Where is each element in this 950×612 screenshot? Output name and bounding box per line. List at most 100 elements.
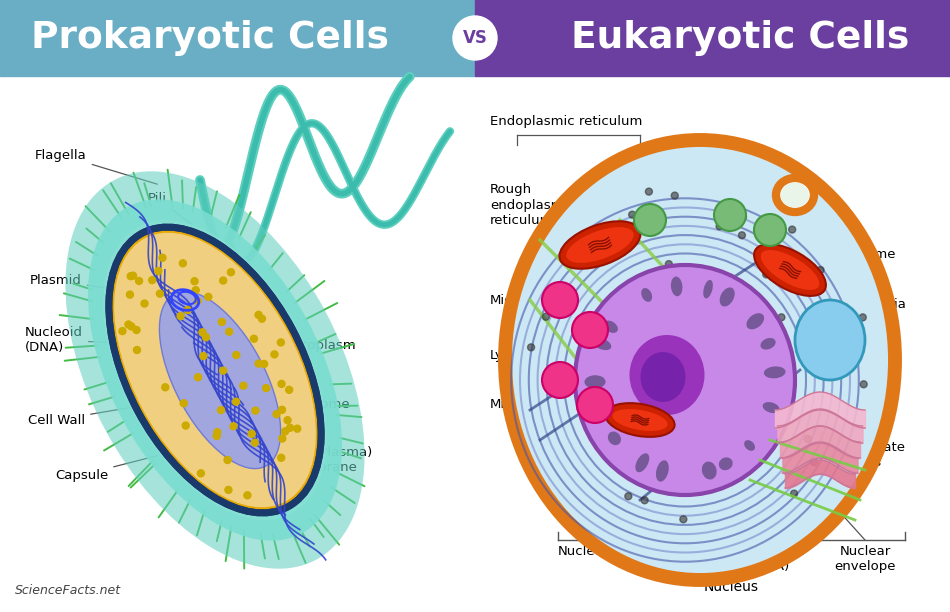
Circle shape (294, 425, 301, 432)
Circle shape (652, 425, 659, 433)
Circle shape (273, 411, 280, 417)
Circle shape (739, 214, 747, 220)
Circle shape (202, 334, 210, 341)
Circle shape (218, 318, 225, 326)
Ellipse shape (160, 291, 280, 469)
Ellipse shape (112, 231, 317, 509)
Circle shape (224, 457, 231, 463)
Circle shape (672, 431, 678, 438)
Text: Nuclear
envelope: Nuclear envelope (834, 545, 896, 573)
Circle shape (716, 223, 723, 230)
Text: Flagella: Flagella (35, 149, 158, 184)
Circle shape (634, 204, 666, 236)
Circle shape (218, 406, 224, 414)
Text: Peroxisome: Peroxisome (768, 231, 897, 261)
Circle shape (625, 493, 632, 500)
Circle shape (157, 290, 163, 297)
Circle shape (287, 424, 294, 431)
Ellipse shape (760, 338, 775, 349)
Circle shape (277, 339, 284, 346)
Circle shape (645, 188, 653, 195)
Circle shape (662, 337, 669, 344)
Circle shape (194, 297, 201, 304)
Circle shape (251, 335, 257, 342)
Circle shape (804, 263, 810, 271)
Circle shape (258, 315, 265, 322)
Circle shape (182, 422, 189, 429)
Circle shape (248, 430, 256, 438)
Ellipse shape (747, 313, 764, 329)
Circle shape (192, 286, 200, 294)
Ellipse shape (613, 409, 668, 431)
Circle shape (180, 400, 187, 407)
Text: Eukaryotic Cells: Eukaryotic Cells (571, 20, 909, 56)
Circle shape (198, 470, 204, 477)
Text: Intermediate
filaments: Intermediate filaments (770, 441, 906, 469)
Circle shape (278, 406, 286, 413)
Circle shape (803, 357, 809, 364)
Text: Prokaryotic Cells: Prokaryotic Cells (31, 20, 389, 56)
Ellipse shape (719, 457, 732, 470)
Text: VS: VS (463, 29, 487, 47)
Circle shape (159, 255, 166, 261)
Circle shape (778, 314, 785, 321)
Circle shape (810, 458, 818, 466)
Circle shape (225, 487, 232, 493)
Circle shape (860, 381, 867, 388)
Circle shape (633, 220, 640, 228)
Circle shape (572, 312, 608, 348)
Circle shape (788, 226, 796, 233)
Circle shape (230, 423, 237, 430)
Ellipse shape (702, 461, 716, 479)
Circle shape (277, 454, 285, 461)
Ellipse shape (641, 288, 652, 302)
Circle shape (252, 407, 259, 414)
Circle shape (760, 351, 767, 358)
Bar (0, 0, 475, 76)
Ellipse shape (593, 338, 611, 350)
Circle shape (859, 314, 866, 321)
Circle shape (730, 222, 737, 228)
Circle shape (191, 278, 198, 285)
Circle shape (200, 353, 207, 360)
Ellipse shape (66, 171, 365, 569)
Circle shape (687, 449, 694, 456)
Text: Smooth
endoplasmic
reticulum: Smooth endoplasmic reticulum (600, 184, 685, 237)
Circle shape (669, 384, 675, 390)
Text: Nucleoid
(DNA): Nucleoid (DNA) (25, 326, 162, 354)
Text: Nucleolus: Nucleolus (558, 545, 622, 558)
Circle shape (125, 321, 132, 328)
Circle shape (127, 273, 134, 280)
Ellipse shape (754, 244, 826, 296)
Circle shape (702, 378, 710, 384)
Circle shape (136, 277, 142, 285)
Ellipse shape (608, 431, 621, 445)
Circle shape (754, 214, 786, 246)
Ellipse shape (744, 440, 755, 451)
Ellipse shape (605, 403, 674, 437)
Circle shape (549, 297, 557, 304)
Circle shape (126, 291, 133, 298)
Circle shape (213, 433, 220, 439)
Circle shape (714, 199, 746, 231)
Circle shape (129, 272, 137, 279)
Ellipse shape (656, 460, 669, 482)
Circle shape (763, 271, 770, 278)
Circle shape (527, 344, 535, 351)
Circle shape (281, 428, 289, 435)
Circle shape (205, 293, 212, 300)
Circle shape (119, 327, 126, 335)
Text: Microfilament: Microfilament (490, 294, 581, 307)
Text: Microtubule: Microtubule (490, 391, 569, 411)
Circle shape (453, 16, 497, 60)
Circle shape (180, 259, 186, 267)
Ellipse shape (566, 227, 634, 263)
Text: ScienceFacts.net: ScienceFacts.net (15, 583, 121, 597)
Text: Vacuole: Vacuole (770, 342, 872, 357)
Circle shape (233, 398, 239, 405)
Text: Nucleus: Nucleus (704, 580, 759, 594)
Circle shape (199, 329, 206, 336)
Circle shape (252, 439, 258, 446)
Ellipse shape (671, 277, 682, 296)
Text: Ribosome: Ribosome (253, 398, 351, 411)
